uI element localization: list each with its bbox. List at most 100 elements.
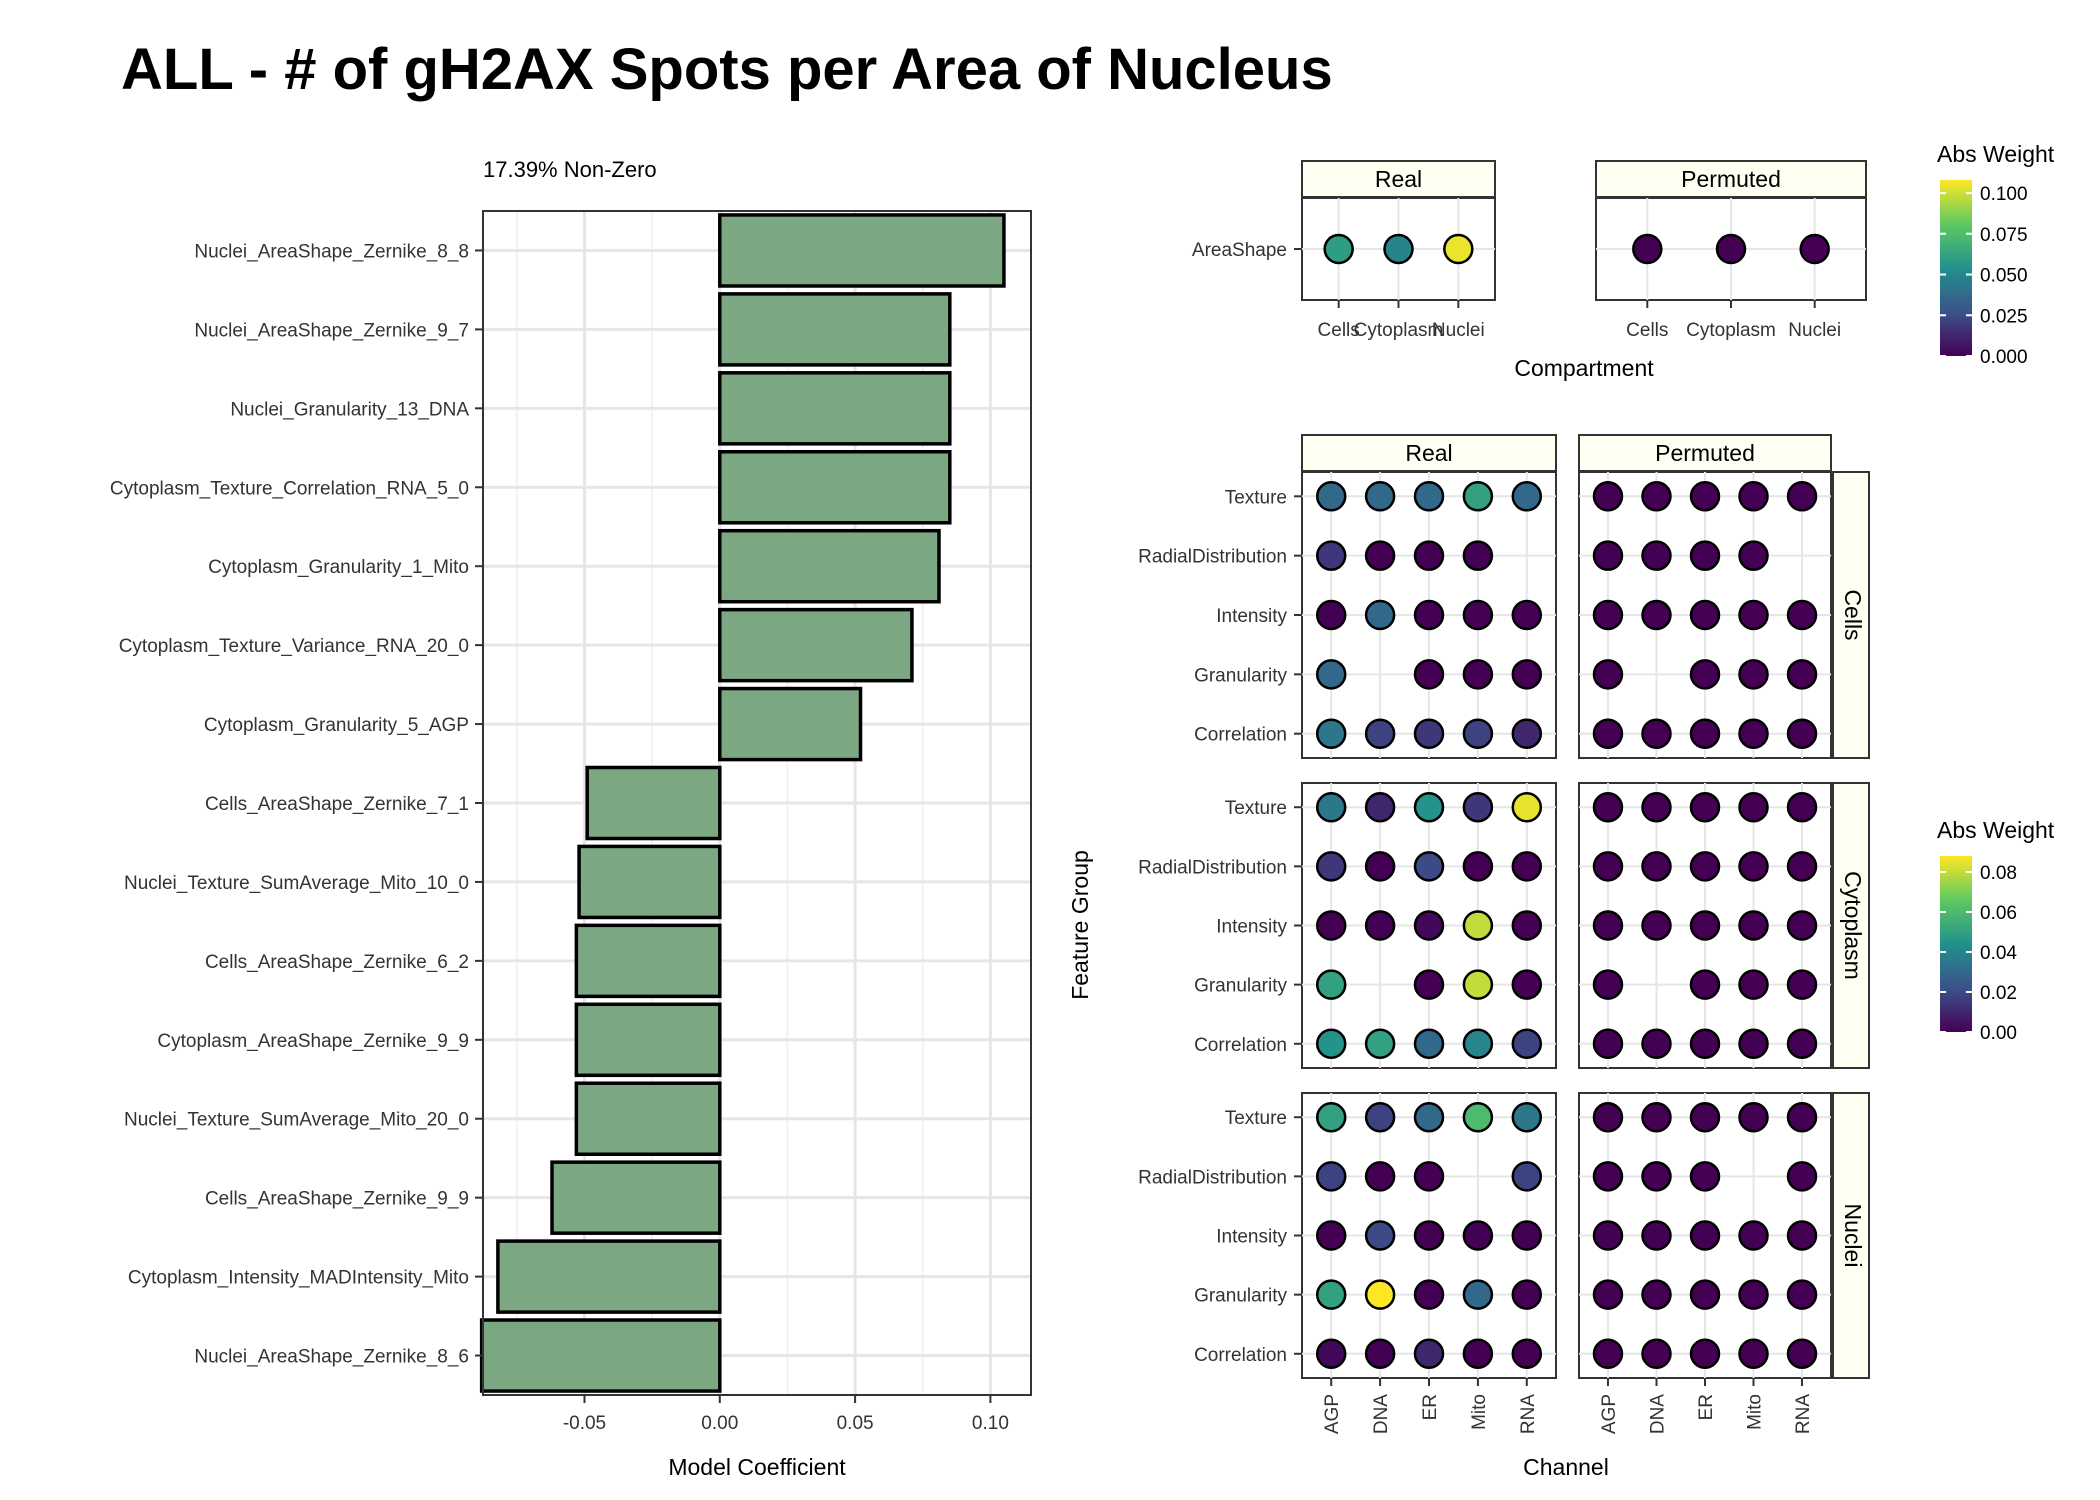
dot [1786,659,1818,690]
dot [1689,540,1721,571]
bar-category-label: Nuclei_AreaShape_Zernike_8_8 [194,241,469,262]
bot-y-tick-label: Texture [1225,798,1287,819]
bar-category-label: Nuclei_AreaShape_Zernike_8_6 [194,1347,469,1368]
dot [1689,851,1721,882]
dot [1364,1101,1396,1133]
bar-x-tick-label: 0.00 [701,1413,738,1434]
dot [1364,1028,1396,1060]
dot [1511,718,1543,749]
bar-panel-border [482,210,1032,1396]
dot [1413,791,1445,823]
dot [1462,540,1494,571]
dot [1592,599,1624,631]
bar-x-tick-label: 0.05 [837,1413,874,1434]
dot [1511,1279,1543,1310]
dot [1786,969,1818,1000]
dot [1632,233,1663,265]
bar-category-label: Cytoplasm_AreaShape_Zernike_9_9 [157,1031,469,1052]
dot [1715,233,1747,265]
dot [1462,481,1494,512]
bar [574,1002,722,1078]
dot [1462,791,1494,823]
dot [1592,1161,1624,1192]
dot [1786,1220,1818,1251]
bar-category-label: Cells_AreaShape_Zernike_6_2 [205,952,469,973]
dot [1641,1101,1672,1133]
bot-y-tick-label: Correlation [1194,725,1287,746]
dot [1315,1028,1347,1060]
dot [1738,481,1769,512]
dot [1786,851,1818,882]
dot [1511,1220,1543,1251]
dot [1592,1220,1624,1251]
dot [1364,1161,1396,1192]
dot [1786,791,1818,823]
dot [1592,1101,1624,1133]
bar-category-label: Nuclei_Granularity_13_DNA [230,399,469,420]
dot [1413,1220,1445,1251]
bot-x-axis-label: Channel [1523,1454,1609,1480]
dot [1315,718,1347,749]
dot [1641,910,1672,941]
bar [718,607,914,683]
bot-colorbar-tick-label: 0.08 [1980,863,2017,884]
dot [1738,599,1769,631]
top-x-tick-label: Nuclei [1788,320,1841,341]
dot [1738,1028,1769,1060]
bot-strip-permuted-label: Permuted [1655,440,1755,466]
dot [1413,1279,1445,1310]
dot [1315,851,1347,882]
top-x-tick-label: Cytoplasm [1354,320,1444,341]
dot [1364,791,1396,823]
dot [1323,233,1354,265]
dot [1641,1279,1672,1310]
bot-y-tick-label: Correlation [1194,1035,1287,1056]
dot [1689,659,1721,690]
dot [1462,718,1494,749]
dot [1592,1338,1624,1370]
dot [1413,969,1445,1000]
bot-strip-nuclei-label: Nuclei [1840,1204,1866,1268]
dot [1462,969,1494,1000]
dot [1315,1338,1347,1370]
dot [1511,481,1543,512]
bar [718,371,952,446]
dot [1413,481,1445,512]
dot [1641,540,1672,571]
bar [718,449,952,525]
bot-x-tick-label: ER [1696,1394,1717,1420]
top-x-tick-label: Nuclei [1432,320,1485,341]
dot [1641,851,1672,882]
dot [1786,910,1818,941]
dot [1364,481,1396,512]
dot [1689,718,1721,749]
dot [1641,481,1672,512]
dot [1413,851,1445,882]
dot [1364,540,1396,571]
bot-y-tick-label: RadialDistribution [1138,547,1287,568]
dot [1511,1161,1543,1192]
dot [1786,481,1818,512]
bot-y-tick-label: Intensity [1216,917,1287,938]
dot [1315,1220,1347,1251]
dot [1592,659,1624,690]
dot [1315,1161,1347,1192]
dot [1592,481,1624,512]
bot-y-axis-label: Feature Group [1067,850,1093,1000]
bot-x-tick-label: AGP [1599,1394,1620,1434]
bot-colorbar-tick-label: 0.04 [1980,943,2017,964]
dot [1364,1279,1396,1310]
dot [1592,1279,1624,1310]
top-x-tick-label: Cells [1318,320,1360,341]
bot-strip-cytoplasm [1832,782,1870,1069]
bar-category-label: Cytoplasm_Granularity_5_AGP [204,715,469,736]
dot [1738,1279,1769,1310]
bar-x-tick-label: 0.10 [972,1413,1009,1434]
bar [718,686,863,762]
dot [1738,1338,1769,1370]
dot [1511,1028,1543,1060]
dot [1689,1101,1721,1133]
dot [1689,1338,1721,1370]
dot [1786,718,1818,749]
bot-x-tick-label: Mito [1745,1394,1766,1430]
